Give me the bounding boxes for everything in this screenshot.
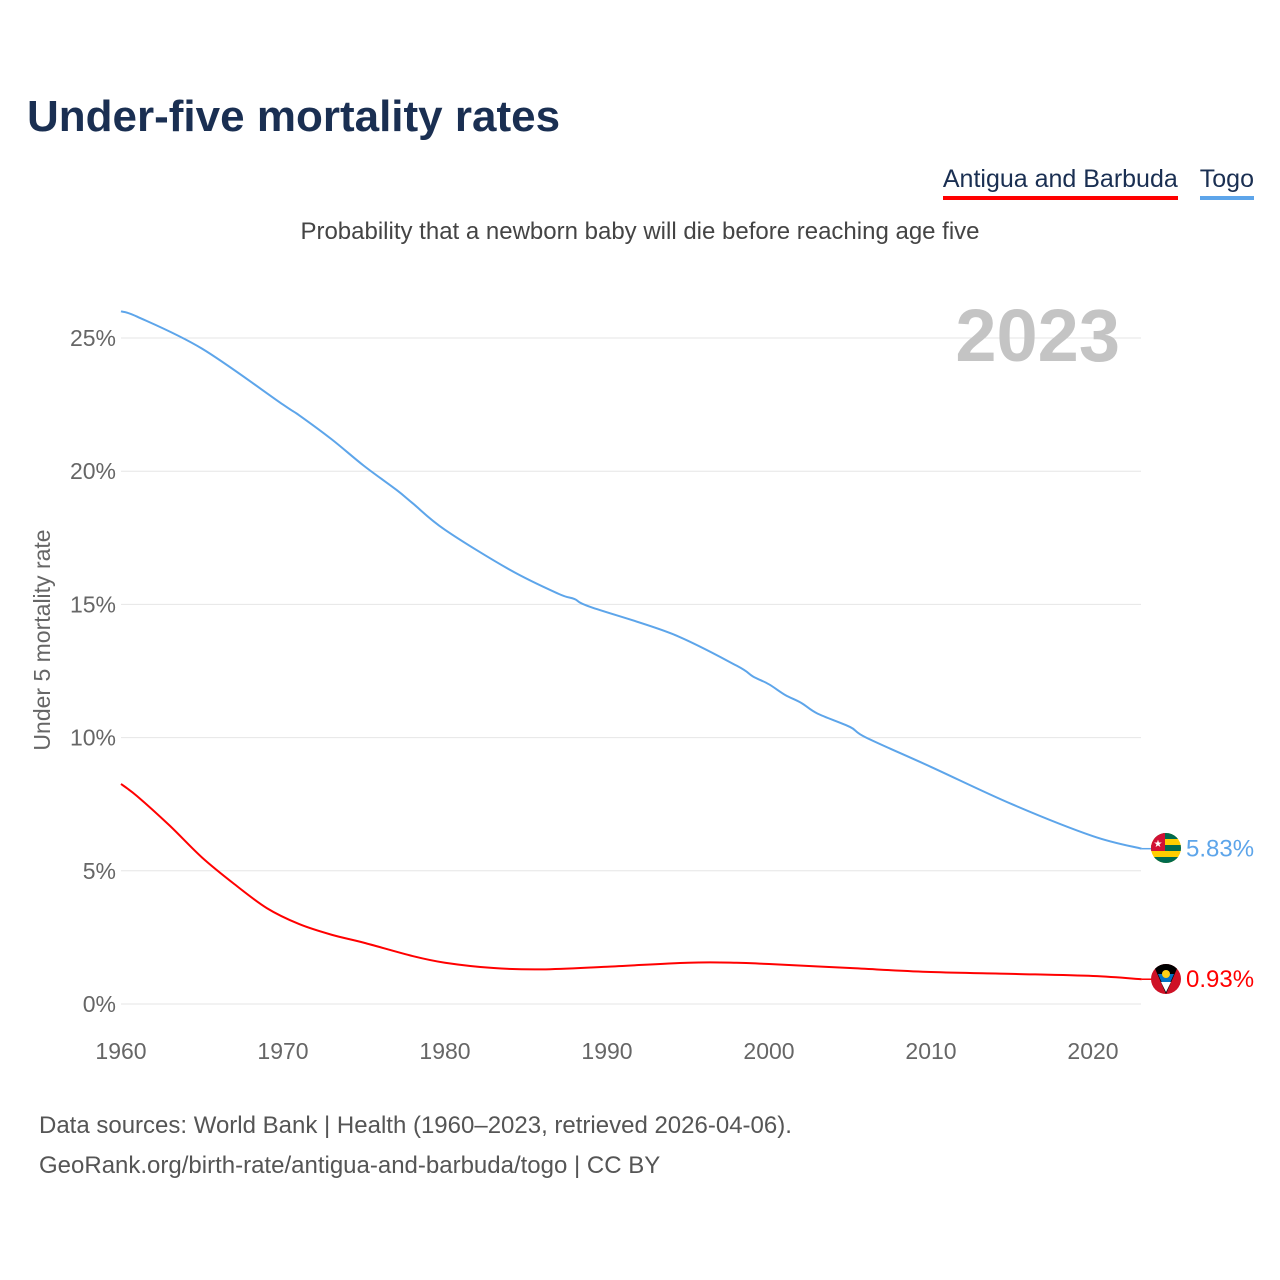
svg-text:★: ★ — [1154, 839, 1163, 850]
x-tick-label: 1990 — [581, 1038, 632, 1064]
legend: Antigua and Barbuda Togo — [942, 165, 1254, 200]
y-tick-label: 5% — [83, 858, 116, 884]
x-tick-label: 2020 — [1067, 1038, 1118, 1064]
y-tick-label: 10% — [70, 725, 116, 751]
antigua-and-barbuda-flag — [1151, 964, 1181, 994]
legend-item-antigua[interactable]: Antigua and Barbuda — [942, 165, 1178, 200]
y-tick-label: 25% — [70, 325, 116, 351]
x-tick-label: 1980 — [419, 1038, 470, 1064]
chart-title: Under-five mortality rates — [27, 92, 561, 141]
y-tick-label: 20% — [70, 458, 116, 484]
source-link[interactable]: GeoRank.org/birth-rate/antigua-and-barbu… — [39, 1152, 661, 1179]
series-line-togo — [120, 310, 1142, 850]
end-value-label: 0.93% — [1186, 966, 1254, 993]
y-tick-label: 0% — [83, 991, 116, 1017]
chart-subtitle: Probability that a newborn baby will die… — [300, 218, 980, 245]
x-tick-label: 2000 — [743, 1038, 794, 1064]
x-tick-label: 1960 — [95, 1038, 146, 1064]
end-value-label: 5.83% — [1186, 836, 1254, 863]
togo-flag: ★ — [1151, 833, 1181, 863]
series-line-antigua — [120, 783, 1142, 981]
x-tick-label: 1970 — [257, 1038, 308, 1064]
y-tick-label: 15% — [70, 591, 116, 617]
y-axis-label: Under 5 mortality rate — [29, 529, 55, 750]
data-source: Data sources: World Bank | Health (1960–… — [39, 1112, 792, 1139]
year-label: 2023 — [955, 294, 1120, 377]
footer: Data sources: World Bank | Health (1960–… — [39, 1106, 792, 1186]
legend-item-togo[interactable]: Togo — [1199, 165, 1254, 200]
x-tick-label: 2010 — [905, 1038, 956, 1064]
